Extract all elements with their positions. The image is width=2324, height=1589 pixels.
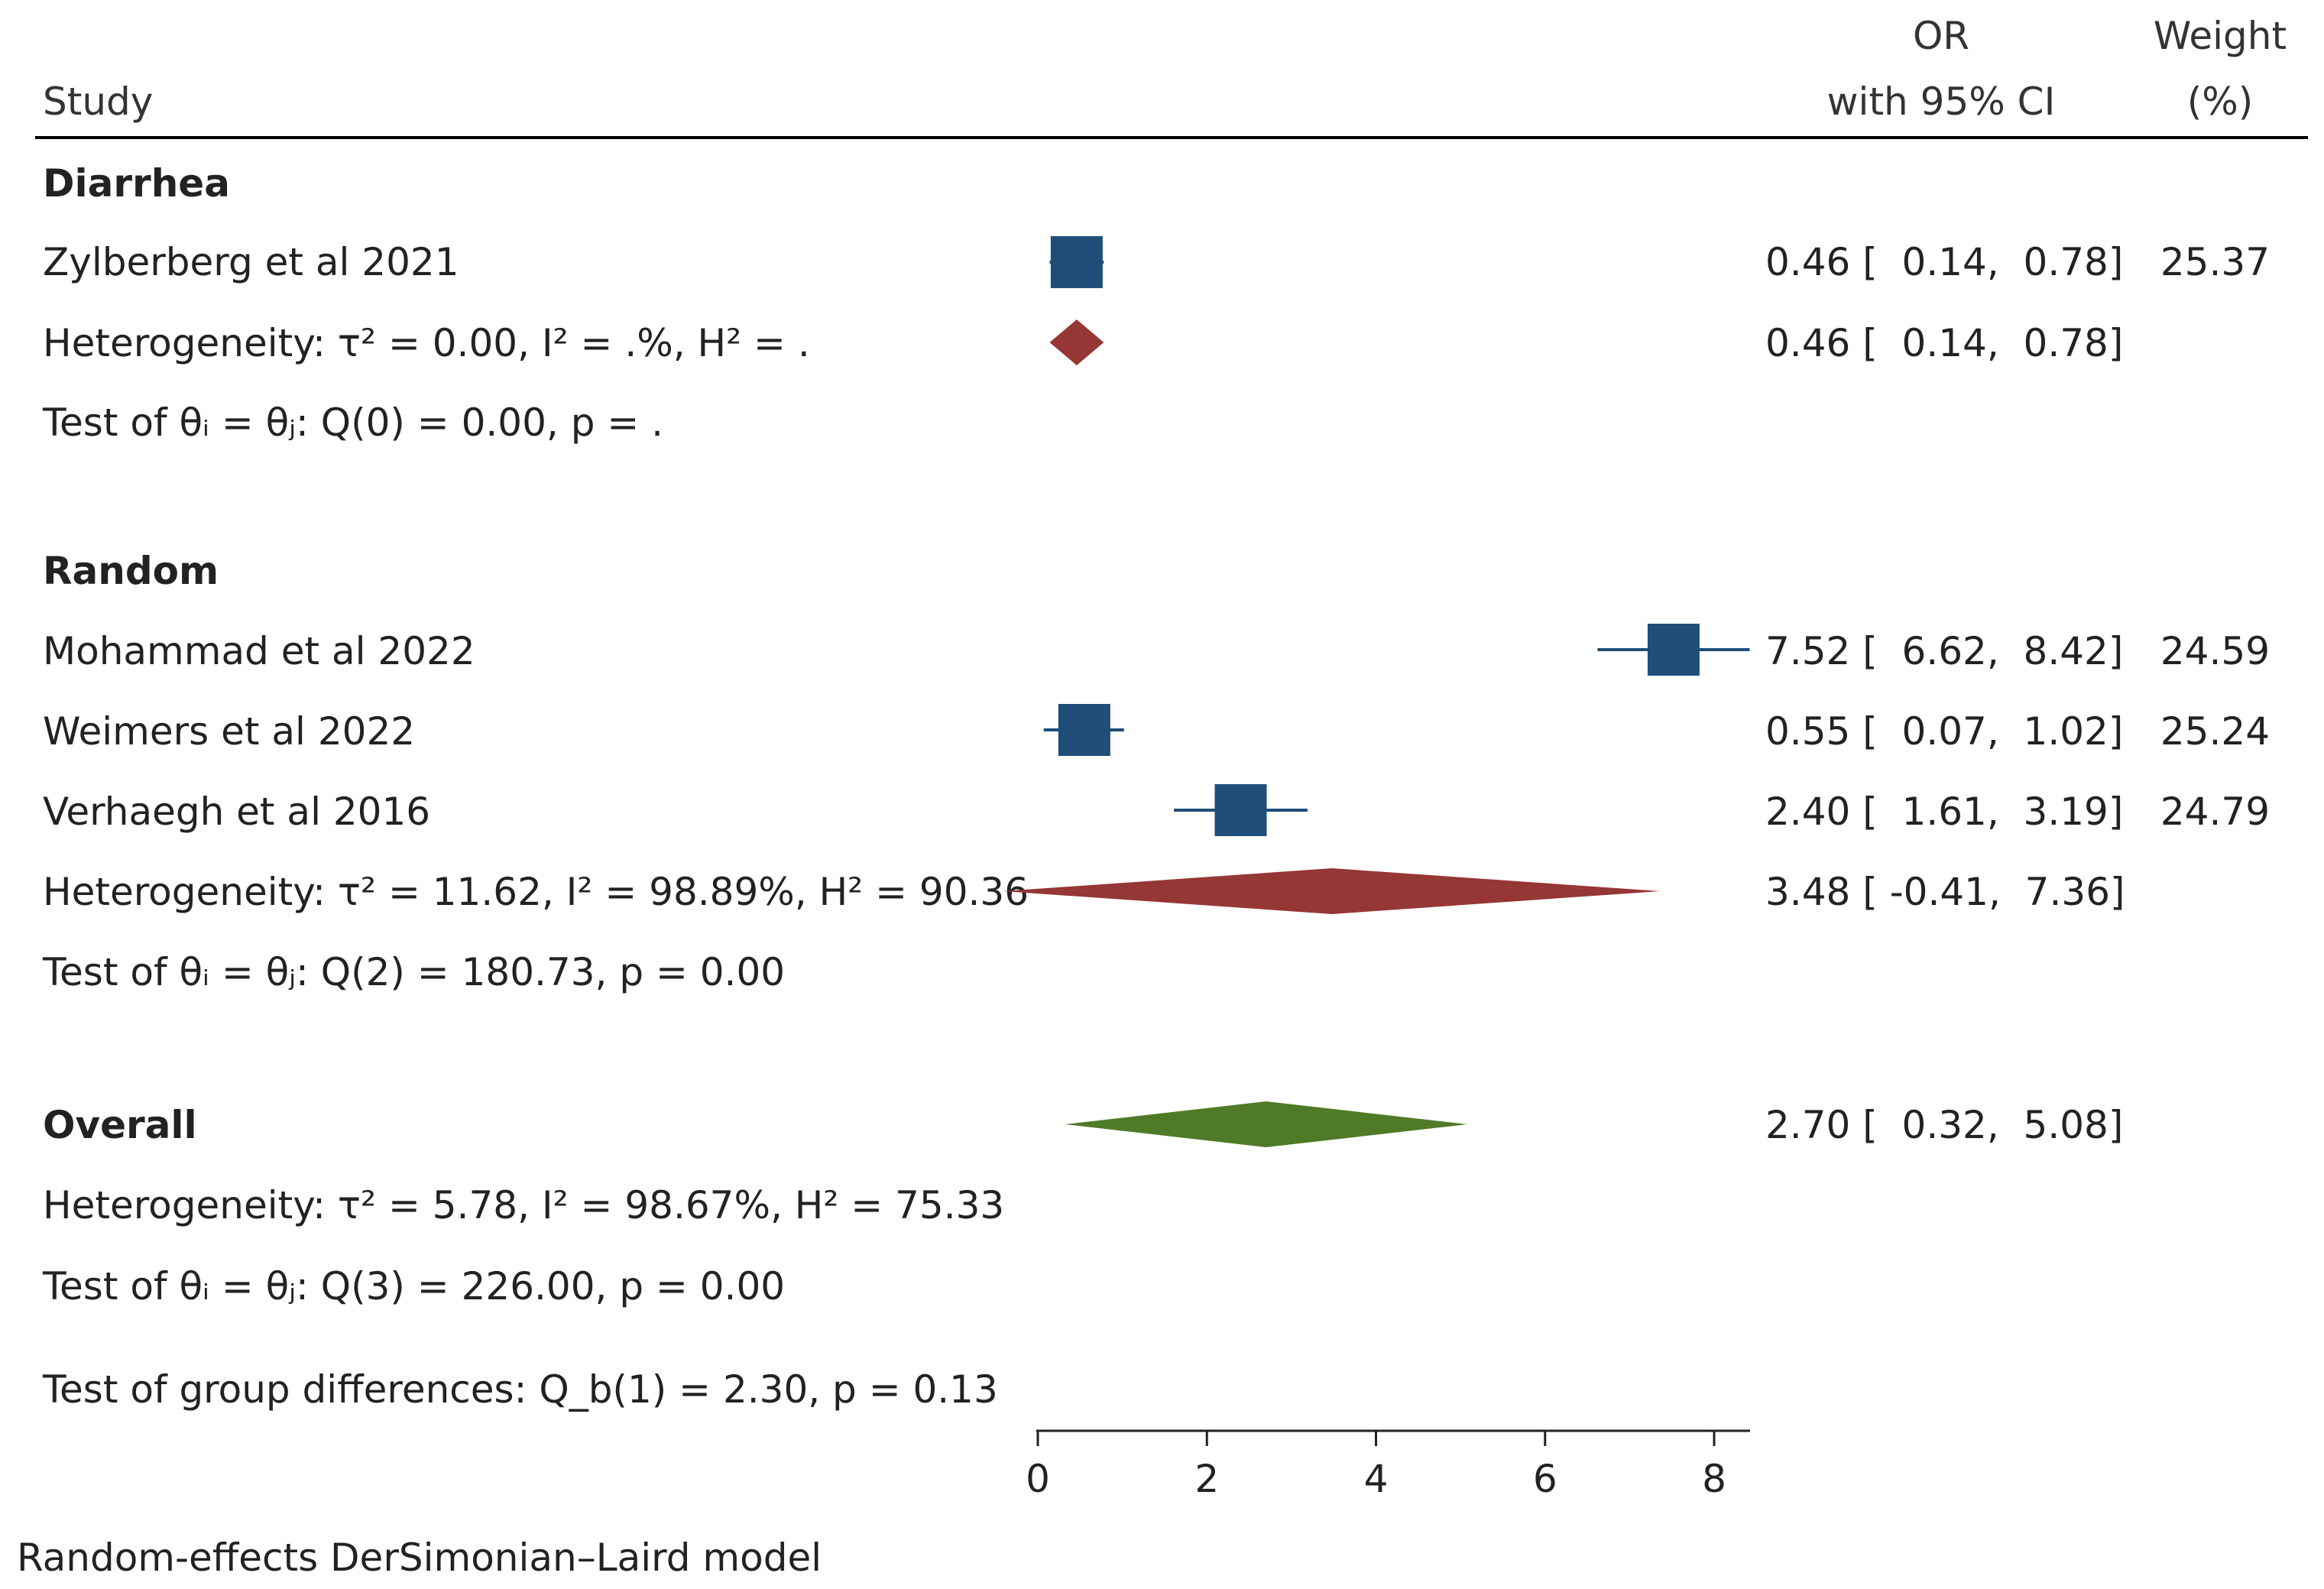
or-ci-value: 0.46 [ 0.14, 0.78]: [1765, 240, 2124, 284]
heterogeneity-diarrhea: Heterogeneity: τ² = 0.00, I² = .%, H² = …: [43, 321, 810, 365]
study-label: Weimers et al 2022: [43, 709, 416, 754]
weight-column-header-line2: (%): [2186, 79, 2254, 124]
study-marker: [1647, 624, 1700, 676]
or-ci-value: 0.55 [ 0.07, 1.02]: [1765, 709, 2124, 754]
heterogeneity-overall: Heterogeneity: τ² = 5.78, I² = 98.67%, H…: [43, 1183, 1005, 1227]
or-ci-value: 3.48 [ -0.41, 7.36]: [1765, 870, 2125, 914]
weight-value: 24.79: [2160, 790, 2270, 834]
weight-value: 25.37: [2160, 240, 2270, 284]
or-column-header-line2: with 95% CI: [1826, 79, 2056, 124]
test-diarrhea: Test of θᵢ = θⱼ: Q(0) = 0.00, p = .: [43, 400, 664, 445]
group-differences-test: Test of group differences: Q_b(1) = 2.30…: [43, 1367, 998, 1412]
x-tick-label: 0: [1026, 1457, 1050, 1501]
weight-value: 24.59: [2160, 629, 2270, 673]
subgroup-diamond-diarrhea: [1049, 319, 1104, 365]
x-tick-label: 6: [1533, 1457, 1557, 1501]
study-column-header: Study: [43, 79, 154, 124]
or-ci-value: 2.70 [ 0.32, 5.08]: [1765, 1103, 2124, 1147]
study-marker: [1058, 704, 1110, 756]
weight-column-header-line1: Weight: [2153, 14, 2287, 58]
weight-value: 25.24: [2160, 709, 2270, 754]
test-overall: Test of θᵢ = θⱼ: Q(3) = 226.00, p = 0.00: [43, 1264, 786, 1308]
study-marker: [1050, 236, 1103, 288]
or-ci-value: 2.40 [ 1.61, 3.19]: [1765, 790, 2124, 834]
overall-label: Overall: [43, 1103, 197, 1147]
x-tick-label: 2: [1194, 1457, 1219, 1501]
group-label-random: Random: [43, 549, 219, 593]
or-ci-value: 0.46 [ 0.14, 0.78]: [1765, 321, 2124, 365]
test-random: Test of θᵢ = θⱼ: Q(2) = 180.73, p = 0.00: [43, 950, 786, 994]
group-label-diarrhea: Diarrhea: [43, 161, 230, 206]
study-label: Mohammad et al 2022: [43, 629, 475, 673]
heterogeneity-random: Heterogeneity: τ² = 11.62, I² = 98.89%, …: [43, 870, 1029, 914]
footnote: Random-effects DerSimonian–Laird model: [17, 1535, 822, 1580]
subgroup-diamond-random: [1003, 868, 1661, 914]
study-marker: [1214, 784, 1267, 836]
study-label: Zylberberg et al 2021: [43, 240, 459, 284]
x-tick-label: 4: [1364, 1457, 1389, 1501]
study-label: Verhaegh et al 2016: [43, 790, 431, 834]
or-ci-value: 7.52 [ 6.62, 8.42]: [1765, 629, 2124, 673]
x-tick-label: 8: [1702, 1457, 1726, 1501]
or-column-header-line1: OR: [1912, 14, 1970, 58]
overall-diamond: [1065, 1101, 1467, 1147]
